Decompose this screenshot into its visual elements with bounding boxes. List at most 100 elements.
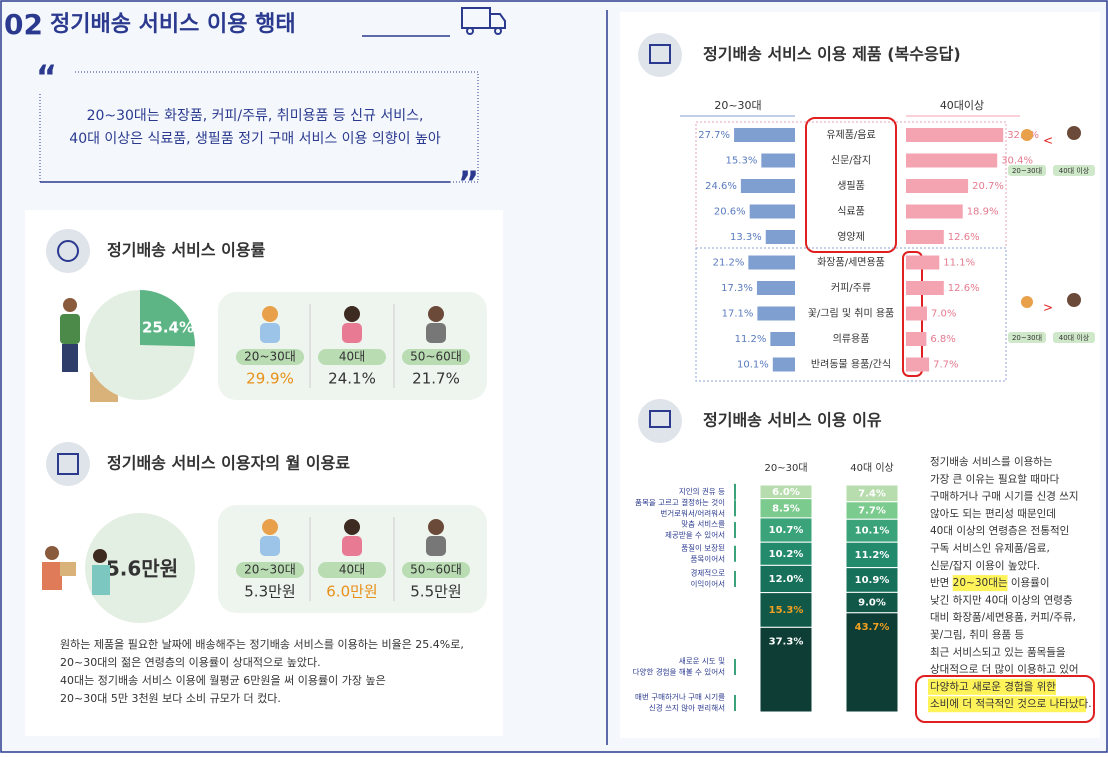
value-label: 7.0% [931,309,956,320]
reason-label: 새로운 시도 및 [679,656,725,666]
person-body [426,536,446,556]
segment [845,612,899,713]
value-label: 24.6% [705,181,737,192]
person-body [260,323,280,343]
label-tick [734,500,736,517]
reason-label: 경제적으로 [691,567,726,577]
badge-label: 20~30대 [1012,334,1042,342]
value-label: 13.3% [730,232,762,243]
bar [770,332,795,346]
person-head [344,519,360,535]
bar [906,357,930,372]
value-label: 11.1% [943,258,975,269]
group-box [695,247,1007,382]
truck-icon [461,7,506,35]
highlight-box [915,675,1095,723]
bar [906,255,940,270]
reason-label: 제공받을 수 있어서 [665,530,725,540]
group-box [695,121,1007,249]
section-number: 02 [4,8,43,41]
segment-label: 9.0% [858,598,886,609]
segment-label: 11.2% [855,550,890,561]
text-highlight [928,696,1086,713]
text-highlight [928,678,1056,695]
reason-text: 다양하고 새로운 경험을 위한 [930,680,1056,693]
age-card [218,292,487,400]
segment-label: 10.9% [855,575,890,586]
fee-overall: 5.6만원 [106,557,178,581]
age-card [218,505,487,613]
quote-line: 40대 이상은 식료품, 생필품 정기 구매 서비스 이용 의향이 높아 [69,131,441,147]
icon [649,44,671,64]
text-part: 20~30대는 [953,577,1008,589]
person-head [262,519,278,535]
reason-text: 않아도 되는 편리성 때문인데 [930,507,1056,520]
reason-text: 꽃/그림, 취미 용품 등 [930,629,1025,641]
age-label: 20~30대 [244,350,296,364]
person-head [1021,129,1033,141]
segment-label: 7.4% [858,488,886,499]
pie-slice [140,290,195,347]
person-head [428,306,444,322]
reason-label: 품목이어서 [691,553,726,563]
reason-text: 신문/잡지 이용이 높았다. [930,560,1040,572]
series-header: 40대이상 [940,99,984,112]
person-head [344,306,360,322]
badge-label: 40대 이상 [1059,166,1090,175]
reason-text: 낮긴 하지만 40대 이상의 연령층 [930,593,1073,606]
value-label: 11.2% [735,334,767,345]
reason-label: 품질이 보장된 [681,542,725,552]
age-value: 21.7% [412,370,460,388]
reason-text: 구매하거나 구매 시기를 신경 쓰지 [930,490,1079,503]
person-head [1067,293,1081,307]
label-tick [734,570,736,587]
bar [748,255,795,270]
note-line: 20~30대 5만 3천원 보다 소비 규모가 더 컸다. [60,691,281,705]
age-badge [236,562,304,578]
label-tick [734,483,736,500]
bar [906,204,963,219]
reason-label: 지인의 권유 등 [679,486,725,496]
person-head [1021,296,1033,308]
bar [906,153,998,168]
badge-label: 20~30대 [1012,167,1042,175]
quote-open: “ [36,58,57,96]
reason-text: 구독 서비스인 유제품/음료, [930,543,1050,555]
reason-text: 최근 서비스되고 있는 품목들을 [930,646,1066,658]
label-tick [734,545,736,562]
person-head [262,306,278,322]
reason-text: 반면 20~30대는 이용률이 [930,577,1050,589]
reason-text: 정기배송 서비스를 이용하는 [930,455,1053,468]
bar [906,230,944,244]
text-highlight [952,575,1008,592]
compare-symbol: < [1043,134,1053,148]
age-badge [402,562,470,578]
category-label: 생필품 [837,180,865,192]
person-head [428,519,444,535]
note-line: 40대는 정기배송 서비스 이용에 월평균 6만원을 써 이용률이 가장 높은 [60,674,386,687]
value-label: 12.6% [948,283,980,294]
category-label: 화장품/세면용품 [817,257,885,269]
reason-label: 맞춤 서비스를 [681,519,725,529]
category-label: 식료품 [837,206,865,218]
bar [761,153,795,168]
segment-label: 43.7% [855,622,890,633]
text-part: 반면 [930,577,953,589]
badge-label: 40대 이상 [1059,333,1090,342]
reasons-title: 정기배송 서비스 이용 이유 [703,411,882,430]
badge [1053,165,1095,176]
age-badge [236,349,304,365]
icon [46,229,90,273]
highlight-box [805,117,897,253]
reason-text: 소비에 더 적극적인 것으로 나타났다. [930,698,1092,710]
note-line: 20~30대의 젊은 연령층의 이용률이 상대적으로 높았다. [60,656,321,669]
segment [759,626,813,713]
value-label: 17.3% [721,283,753,294]
age-badge [318,349,386,365]
bar [749,204,795,219]
value-label: 20.6% [714,207,746,218]
segment-label: 6.0% [772,487,800,498]
quote-line: 20~30대는 화장품, 커피/주류, 취미용품 등 신규 서비스, [87,108,424,124]
icon [57,240,79,262]
